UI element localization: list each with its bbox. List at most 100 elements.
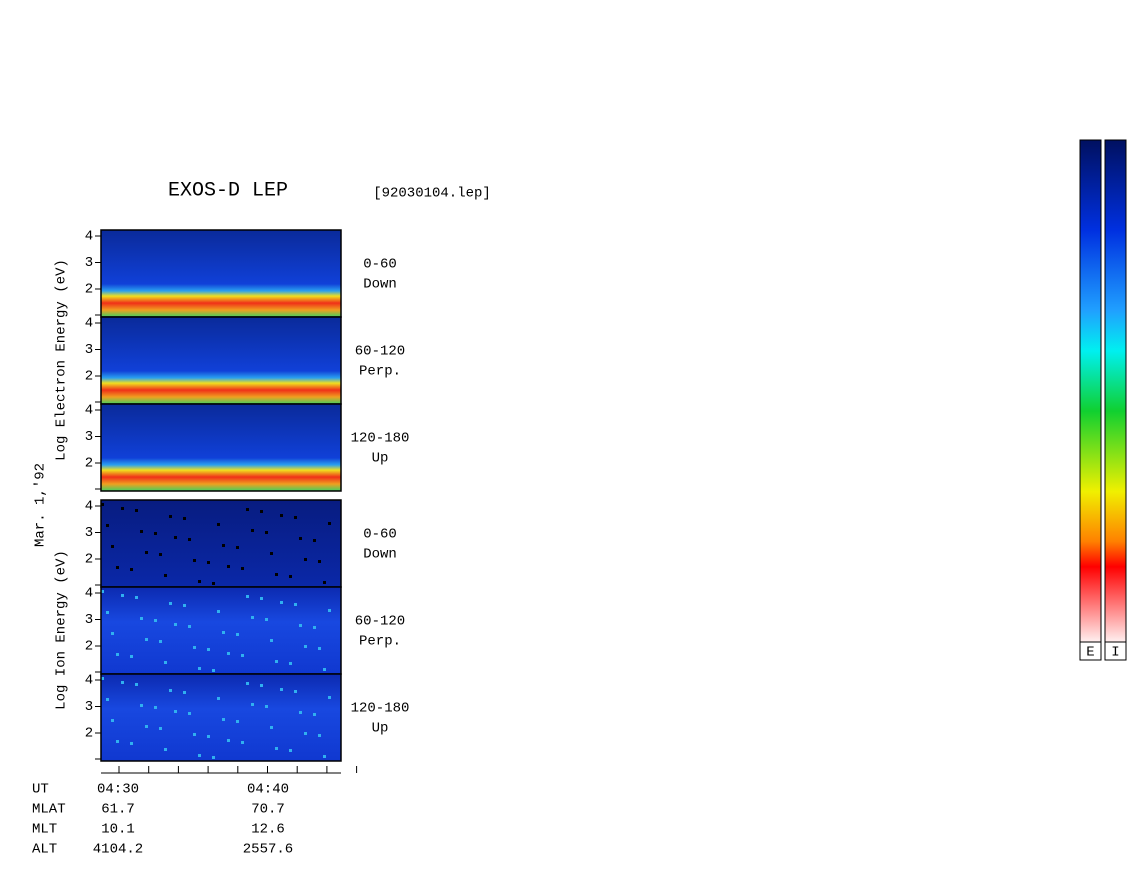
noise [121,681,124,684]
noise [289,749,292,752]
noise [280,514,283,517]
noise [212,669,215,672]
noise [294,516,297,519]
noise [207,735,210,738]
row-value: 12.6 [251,822,285,838]
noise [299,537,302,540]
noise [275,660,278,663]
noise [294,690,297,693]
noise [275,747,278,750]
noise [222,718,225,721]
noise [106,611,109,614]
noise [116,566,119,569]
y-tick-label: 2 [85,726,93,742]
noise [270,552,273,555]
y-tick-label: 4 [85,673,93,689]
noise [193,559,196,562]
noise [164,661,167,664]
noise [260,597,263,600]
noise [222,544,225,547]
noise [101,677,104,680]
noise [154,532,157,535]
noise [265,618,268,621]
noise [140,704,143,707]
noise [130,655,133,658]
noise [106,524,109,527]
noise [159,727,162,730]
file-name: [92030104.lep] [373,186,491,202]
noise [111,632,114,635]
noise [318,560,321,563]
spectrogram [101,317,341,404]
y-tick-label: 2 [85,456,93,472]
y-tick-label: 2 [85,639,93,655]
colorbar-label: E [1086,645,1094,661]
noise [198,580,201,583]
noise [318,734,321,737]
noise [145,551,148,554]
noise [217,697,220,700]
noise [207,561,210,564]
noise [318,647,321,650]
row-value: 04:30 [97,782,139,798]
noise [251,616,254,619]
colorbar-label-box [1104,641,1127,661]
noise [154,706,157,709]
row-value: 10.1 [101,822,135,838]
noise [188,538,191,541]
colorbar-label: I [1111,645,1119,661]
noise [313,539,316,542]
noise [270,639,273,642]
noise [159,553,162,556]
noise [222,631,225,634]
colorbar-label-box [1079,641,1102,661]
noise [227,739,230,742]
noise [227,652,230,655]
noise [188,625,191,628]
y-tick-label: 3 [85,429,93,445]
y-tick-label: 4 [85,586,93,602]
noise [328,696,331,699]
noise [313,626,316,629]
noise [130,742,133,745]
noise [135,509,138,512]
noise [111,545,114,548]
panel-direction: Down [363,277,397,293]
y-tick-label: 4 [85,316,93,332]
noise [328,609,331,612]
noise [323,755,326,758]
noise [140,530,143,533]
y-tick-label: 3 [85,612,93,628]
noise [145,638,148,641]
noise [130,568,133,571]
spectrogram [101,587,341,674]
noise [294,603,297,606]
panel-direction: Perp. [359,364,401,380]
panel-angle: 60-120 [355,344,405,360]
y-tick-label: 2 [85,552,93,568]
noise [304,558,307,561]
noise [154,619,157,622]
noise [280,601,283,604]
noise [323,668,326,671]
noise [193,646,196,649]
y-tick-label: 2 [85,369,93,385]
noise [260,684,263,687]
noise [236,633,239,636]
y-tick-label: 4 [85,229,93,245]
panel-frame [100,403,342,492]
y-tick-label: 3 [85,699,93,715]
row-value: 04:40 [247,782,289,798]
panel-direction: Up [372,451,389,467]
panel-angle: 0-60 [363,527,397,543]
noise [323,581,326,584]
noise [193,733,196,736]
spectrogram [101,500,341,587]
spectrogram [101,230,341,317]
noise [111,719,114,722]
noise [246,595,249,598]
noise [183,604,186,607]
noise [183,691,186,694]
row-value: 2557.6 [243,842,293,858]
noise [159,640,162,643]
